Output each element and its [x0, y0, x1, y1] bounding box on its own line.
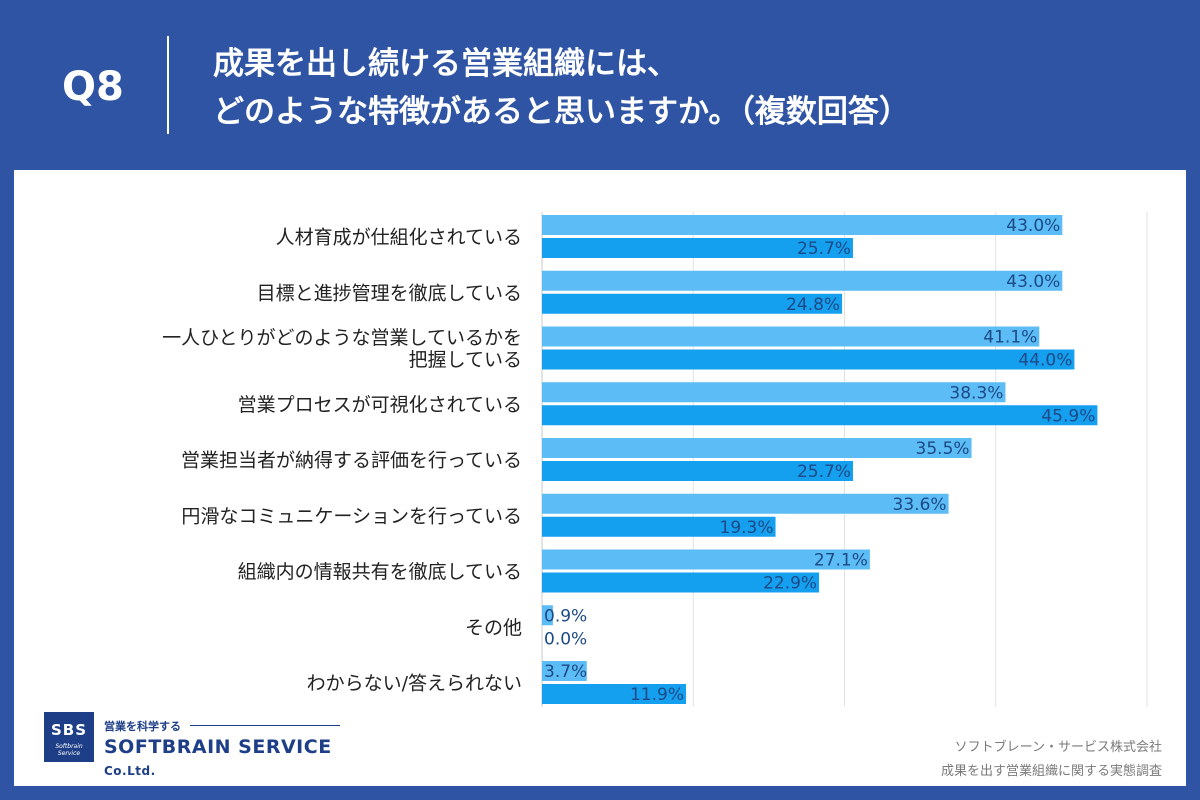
logo-wordmark: SOFTBRAIN SERVICE Co.Ltd.	[104, 736, 354, 780]
data-label: 24.8%	[786, 295, 840, 315]
bar	[542, 326, 1040, 347]
question-title-line2: どのような特徴があると思いますか。（複数回答）	[213, 94, 910, 130]
data-label: 45.9%	[1041, 406, 1095, 426]
bar	[542, 238, 853, 258]
company-logo: SBS Softbrain Service 営業を科学する SOFTBRAIN …	[44, 712, 354, 778]
data-label: 35.5%	[916, 439, 970, 459]
chart-panel: 人材育成が仕組化されている 43.0% 25.7% 目標と進捗管理を徹底している 43.…	[14, 170, 1186, 786]
header: Q8 成果を出し続ける営業組織には、 どのような特徴があると思いますか。（複数回…	[0, 0, 1200, 170]
data-label: 41.1%	[983, 328, 1037, 348]
bar	[542, 461, 853, 481]
data-label: 27.1%	[814, 551, 868, 571]
data-label: 43.0%	[1006, 216, 1060, 236]
bar-chart: 人材育成が仕組化されている 43.0% 25.7% 目標と進捗管理を徹底している 43.…	[162, 212, 1148, 707]
category-label: 営業プロセスが可視化されている	[238, 394, 522, 416]
bar	[542, 349, 1075, 370]
logo-badge-subtext: Softbrain Service	[55, 743, 83, 757]
bar	[542, 493, 949, 514]
logo-suffix: Co.Ltd.	[104, 764, 156, 778]
data-label: 22.9%	[763, 574, 817, 594]
bar	[542, 549, 870, 570]
source-survey: 成果を出す営業組織に関する実態調査	[940, 764, 1162, 779]
question-title: 成果を出し続ける営業組織には、 どのような特徴があると思いますか。（複数回答）	[213, 40, 1173, 136]
bar	[542, 438, 972, 458]
data-label: 43.0%	[1006, 272, 1060, 292]
category-label: 人材育成が仕組化されている	[276, 227, 522, 249]
question-number: Q8	[62, 64, 124, 110]
logo-tagline: 営業を科学する	[104, 720, 181, 733]
category-label: わからない/答えられない	[307, 673, 522, 695]
category-label: 目標と進捗管理を徹底している	[257, 282, 522, 304]
data-label: 33.6%	[893, 495, 947, 515]
data-label: 44.0%	[1018, 351, 1072, 371]
category-label: 営業担当者が納得する評価を行っている	[181, 450, 522, 472]
category-label: その他	[465, 617, 522, 639]
question-title-line1: 成果を出し続ける営業組織には、	[213, 46, 678, 82]
data-label: 0.9%	[544, 606, 587, 626]
category-label: 円滑なコミュニケーションを行っている	[181, 505, 522, 527]
data-label: 0.0%	[544, 629, 587, 649]
header-divider	[167, 36, 169, 134]
logo-name: SOFTBRAIN SERVICE	[104, 736, 332, 758]
bar	[542, 661, 587, 681]
data-label: 38.3%	[949, 383, 1003, 403]
logo-badge: SBS Softbrain Service	[44, 712, 94, 762]
bar	[542, 405, 1098, 426]
logo-badge-text: SBS	[50, 721, 88, 739]
bar	[542, 684, 686, 704]
category-label: 一人ひとりがどのような営業しているかを	[162, 327, 522, 349]
category-label: 組織内の情報共有を徹底している	[238, 561, 522, 583]
bar	[542, 382, 1006, 403]
data-label: 3.7%	[544, 662, 587, 682]
bar	[542, 572, 820, 593]
data-label: 19.3%	[720, 518, 774, 538]
data-label: 11.9%	[630, 685, 684, 705]
logo-rule	[190, 725, 340, 726]
bar	[542, 215, 1063, 235]
bar	[542, 516, 776, 537]
category-label: 把握している	[409, 349, 522, 371]
bar	[542, 270, 1063, 291]
bar	[542, 293, 843, 314]
source-company: ソフトブレーン・サービス株式会社	[954, 740, 1162, 755]
data-label: 25.7%	[797, 462, 851, 482]
bar	[542, 605, 553, 626]
data-label: 25.7%	[797, 239, 851, 259]
